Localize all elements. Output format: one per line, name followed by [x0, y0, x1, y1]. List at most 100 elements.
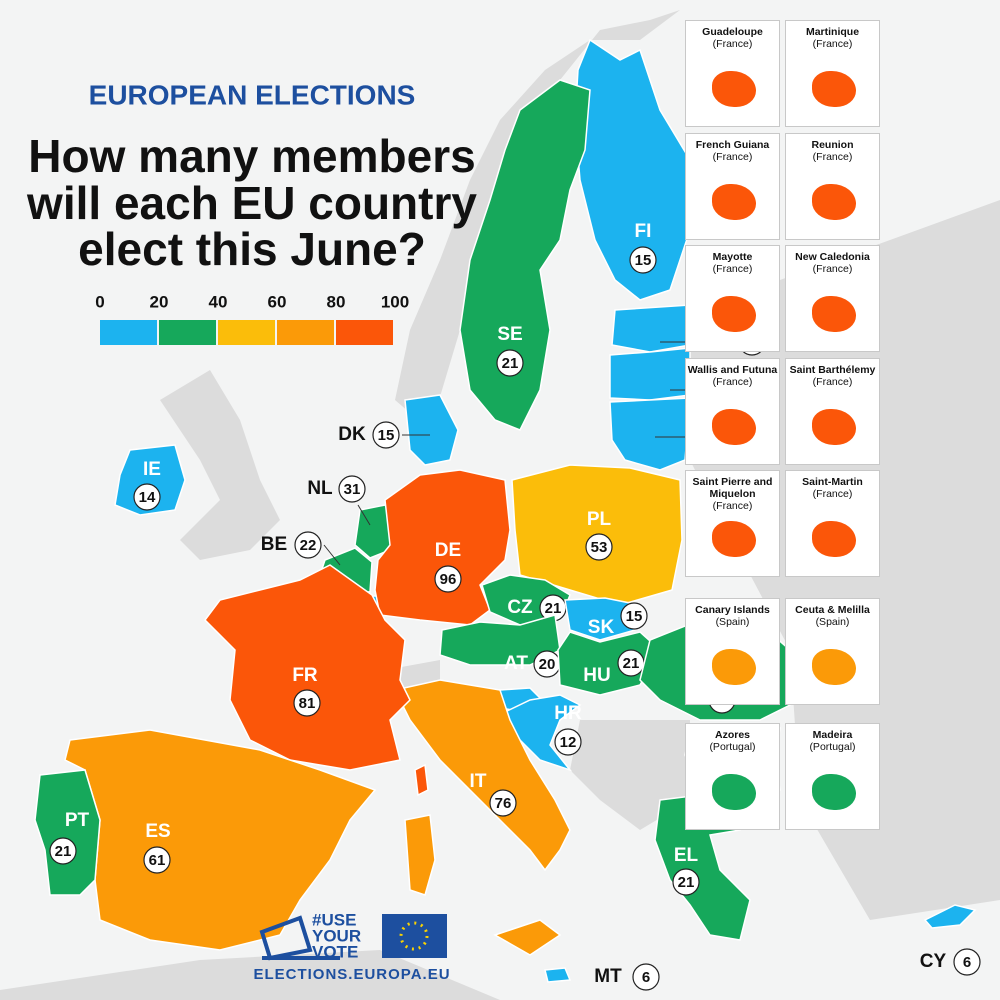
inset-shape	[712, 184, 756, 220]
leader-line	[323, 544, 341, 566]
seat-badge	[554, 728, 582, 756]
country-code: PL	[587, 509, 612, 530]
inset-name: Azores	[714, 729, 750, 741]
inset-name: Wallis and Futuna	[687, 364, 778, 376]
logo: #USE YOUR VOTE ELECTIONS.EUROPA.EU	[253, 910, 449, 982]
legend-swatch	[100, 320, 157, 345]
seat-badge	[133, 483, 161, 511]
country-code: IT	[470, 771, 487, 792]
seat-badge	[338, 475, 366, 503]
country-code: BE	[261, 534, 287, 555]
inset: Guadeloupe (France)	[685, 20, 780, 127]
inset-country: (France)	[812, 38, 853, 50]
inset-shape	[812, 521, 856, 557]
seat-badge	[585, 533, 613, 561]
inset-shape	[812, 409, 856, 445]
kicker: EUROPEAN ELECTIONS	[89, 79, 416, 110]
country-code: AT	[504, 653, 528, 674]
legend-swatch	[336, 320, 393, 345]
seat-badge	[434, 565, 462, 593]
hashtag-line: YOUR	[312, 926, 361, 945]
inset-name: Madeira	[812, 729, 853, 741]
seat-badge	[496, 349, 524, 377]
inset-shape	[812, 296, 856, 332]
seat-count: 21	[545, 600, 562, 617]
inset: Saint Pierre and Miquelon (France)	[685, 470, 780, 577]
seat-count: 6	[963, 954, 971, 971]
inset-shape	[712, 409, 756, 445]
inset-name: Saint Barthélemy	[789, 364, 876, 376]
inset: Martinique (France)	[785, 20, 880, 127]
inset-name: Mayotte	[712, 251, 753, 263]
country-code: SE	[497, 324, 522, 345]
country-shape	[393, 679, 571, 872]
seat-badge	[143, 846, 171, 874]
seat-badge	[293, 689, 321, 717]
country-code: FI	[635, 221, 652, 242]
country-code: CZ	[507, 597, 533, 618]
inset: Saint Barthélemy (France)	[785, 358, 880, 465]
countries: FI15SE21EE7LV9LT11DK15IE14NL31BE22LU6DE9…	[34, 38, 981, 991]
country-shape	[114, 444, 186, 516]
inset-country: (France)	[812, 376, 853, 388]
legend-tick-label: 20	[150, 292, 169, 311]
inset-shape	[812, 774, 856, 810]
seat-count: 76	[495, 795, 512, 812]
legend-tick-label: 80	[327, 292, 346, 311]
inset-country: (France)	[812, 151, 853, 163]
inset: Reunion (France)	[785, 133, 880, 240]
seat-count: 20	[539, 656, 556, 673]
legend-tick-label: 40	[209, 292, 228, 311]
inset-country: (France)	[712, 376, 753, 388]
country-shape	[609, 347, 691, 401]
country-code: PT	[65, 810, 90, 831]
country-code: MT	[594, 966, 622, 987]
inset-shape	[712, 774, 756, 810]
country-code: SK	[588, 617, 615, 638]
country-shape	[404, 394, 459, 466]
legend-tick-label: 100	[381, 292, 409, 311]
seat-count: 15	[635, 252, 652, 269]
seat-count: 22	[300, 537, 317, 554]
inset: French Guiana (France)	[685, 133, 780, 240]
inset-name: Reunion	[811, 139, 854, 151]
leader-line	[357, 504, 371, 526]
inset-country: (France)	[712, 263, 753, 275]
seat-count: 21	[55, 843, 72, 860]
inset: Mayotte (France)	[685, 245, 780, 352]
inset-country: (France)	[712, 500, 753, 512]
country-code: CY	[920, 951, 947, 972]
inset: Azores (Portugal)	[685, 723, 780, 830]
seat-count: 15	[378, 427, 395, 444]
inset-name: Saint-Martin	[802, 476, 863, 488]
legend-swatch	[159, 320, 216, 345]
inset-name: New Caledonia	[795, 251, 870, 263]
seat-count: 6	[642, 969, 650, 986]
inset: Saint-Martin (France)	[785, 470, 880, 577]
inset-name: Saint Pierre and Miquelon	[692, 476, 773, 500]
seat-count: 21	[502, 355, 519, 372]
seat-badge	[629, 246, 657, 274]
country-shape	[34, 769, 101, 896]
inset-country: (Portugal)	[709, 741, 756, 753]
inset: New Caledonia (France)	[785, 245, 880, 352]
inset-country: (France)	[712, 151, 753, 163]
legend-swatch	[277, 320, 334, 345]
seat-badge	[489, 789, 517, 817]
seat-count: 53	[591, 539, 608, 556]
seat-count: 12	[560, 734, 577, 751]
inset-shape	[712, 521, 756, 557]
inset-name: French Guiana	[695, 139, 770, 151]
country-code: ES	[145, 821, 170, 842]
seat-count: 81	[299, 695, 316, 712]
country-shape	[204, 564, 411, 771]
country-shape	[611, 304, 691, 353]
country-shape	[493, 919, 562, 956]
inset-country: (France)	[812, 263, 853, 275]
legend-tick-label: 60	[268, 292, 287, 311]
country-code: DK	[338, 424, 366, 445]
inset-name: Ceuta & Melilla	[795, 604, 870, 616]
country-shape	[504, 694, 582, 772]
country-shape	[414, 763, 429, 797]
legend-tick-label: 0	[95, 292, 104, 311]
